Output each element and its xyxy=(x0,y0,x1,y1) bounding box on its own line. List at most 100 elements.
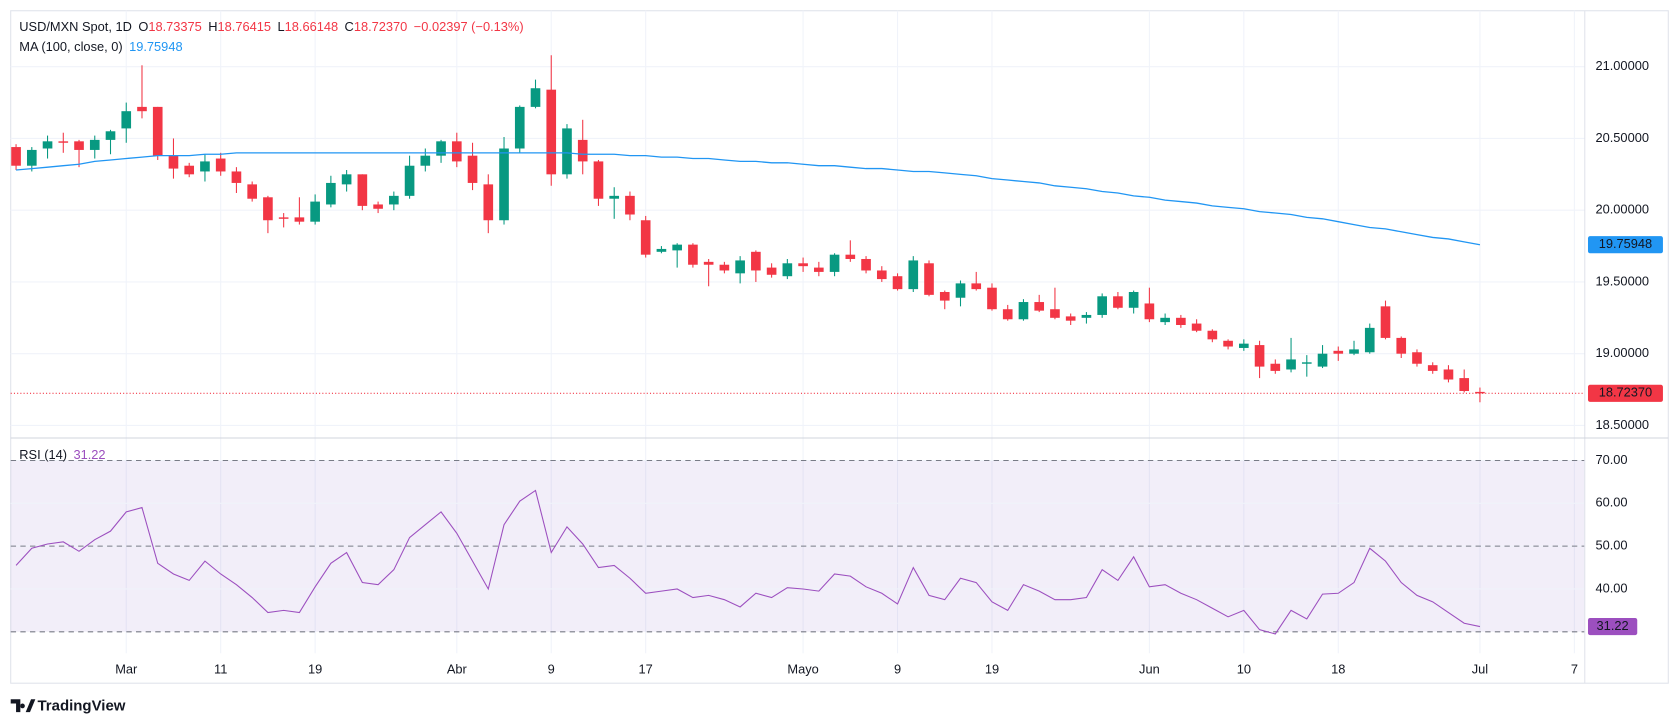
candle-body xyxy=(892,276,903,290)
ma-legend: MA (100, close, 0) 19.75948 xyxy=(19,40,182,55)
y-tick-label: 20.00000 xyxy=(1595,202,1649,217)
ma-badge-label: 19.75948 xyxy=(1599,236,1653,251)
candle-body xyxy=(310,201,320,222)
candle-body xyxy=(404,165,415,196)
x-tick-label: 17 xyxy=(639,662,653,677)
candle-body xyxy=(247,184,257,199)
candle-body xyxy=(1176,317,1186,325)
x-tick-label: 10 xyxy=(1237,662,1251,677)
last-price-label: 18.72370 xyxy=(1599,385,1653,400)
x-tick-label: Jul xyxy=(1472,662,1488,677)
candle-body xyxy=(294,217,305,222)
candle-body xyxy=(231,171,242,183)
candle-body xyxy=(1443,369,1454,380)
candle-body xyxy=(200,161,210,172)
high-label: H xyxy=(208,19,217,34)
candle-body xyxy=(42,141,53,149)
candle-body xyxy=(1034,302,1045,311)
candle-body xyxy=(766,267,777,275)
candle-body xyxy=(357,174,368,206)
y-tick-label: 50.00 xyxy=(1595,538,1627,553)
candle-body xyxy=(152,106,163,156)
x-tick-label: 19 xyxy=(985,662,999,677)
y-tick-label: 19.50000 xyxy=(1595,273,1649,288)
brand-logo: TradingView xyxy=(10,698,126,715)
candle-body xyxy=(735,260,745,274)
candle-body xyxy=(499,148,509,221)
candle-body xyxy=(939,291,950,301)
y-tick-label: 21.00000 xyxy=(1595,58,1649,73)
candle-body xyxy=(436,141,446,156)
candle-body xyxy=(89,139,100,150)
candle-body xyxy=(1223,340,1233,347)
plot-layer: Mar 11 19 Abr 9 17 Mayo 9 19 Jun 10 18 Jul 7 xyxy=(10,10,1585,677)
candle-body xyxy=(184,165,195,175)
candle-body xyxy=(1002,309,1013,320)
candle-body xyxy=(420,155,431,166)
open-label: O xyxy=(138,19,148,34)
candle-body xyxy=(1427,365,1438,371)
candle-body xyxy=(74,141,84,150)
candle-body xyxy=(1459,378,1470,392)
candle-body xyxy=(1050,309,1060,318)
candle-body xyxy=(1301,362,1312,364)
candle-body xyxy=(326,182,336,205)
candle-body xyxy=(1081,314,1092,318)
candle-body xyxy=(1349,349,1359,354)
candle-body xyxy=(577,139,588,162)
candle-body xyxy=(924,263,934,295)
candle-body xyxy=(215,158,226,172)
x-tick-label: Mayo xyxy=(787,662,818,677)
candle-body xyxy=(1364,327,1375,353)
candle-body xyxy=(640,220,651,255)
candle-body xyxy=(121,111,132,129)
x-tick-label: 18 xyxy=(1331,662,1345,677)
candle-body xyxy=(782,263,793,277)
candle-body xyxy=(483,184,494,221)
header-legend: USD/MXN Spot, 1D O18.73375 H18.76415 L18.66… xyxy=(19,19,523,34)
change: −0.02397 (−0.13%) xyxy=(414,19,524,34)
candle-body xyxy=(263,197,273,221)
ma-badge xyxy=(1587,236,1663,254)
candle-body xyxy=(137,106,147,112)
last-price-badge xyxy=(1587,384,1663,402)
candle-body xyxy=(1412,352,1422,364)
candle-body xyxy=(1160,317,1170,323)
low-label: L xyxy=(277,19,284,34)
candle-body xyxy=(861,258,871,271)
candle-body xyxy=(1065,316,1076,321)
candle-body xyxy=(451,141,462,162)
y-tick-label: 40.00 xyxy=(1595,580,1627,595)
rsi-legend: RSI (14) 31.22 xyxy=(19,448,105,463)
candle-body xyxy=(546,89,557,175)
rsi-value: 31.22 xyxy=(73,448,105,463)
rsi-line xyxy=(15,489,1481,635)
ma-line xyxy=(16,152,1481,246)
candle-body xyxy=(688,244,698,265)
close-value: 18.72370 xyxy=(354,19,408,34)
y-tick-label: 60.00 xyxy=(1595,495,1627,510)
candle-body xyxy=(373,204,383,209)
candle-body xyxy=(798,263,808,267)
high-value: 18.76415 xyxy=(218,19,272,34)
x-tick-label: 7 xyxy=(1571,662,1578,677)
candle-body xyxy=(908,260,919,290)
candle-body xyxy=(1113,296,1123,308)
candle-body xyxy=(1475,391,1485,394)
candle-body xyxy=(672,244,682,251)
candle-body xyxy=(625,195,635,215)
candle-body xyxy=(987,287,997,310)
candle-body xyxy=(876,270,887,280)
candle-body xyxy=(389,195,399,205)
y-tick-label: 20.50000 xyxy=(1595,130,1649,145)
y-tick-label: 70.00 xyxy=(1595,452,1627,467)
candle-body xyxy=(971,283,982,290)
x-tick-label: 9 xyxy=(894,662,901,677)
candle-body xyxy=(530,88,541,107)
close-label: C xyxy=(345,19,354,34)
x-tick-label: 9 xyxy=(548,662,555,677)
x-tick-label: 19 xyxy=(308,662,322,677)
candle-body xyxy=(719,264,730,271)
candle-body xyxy=(105,131,116,140)
